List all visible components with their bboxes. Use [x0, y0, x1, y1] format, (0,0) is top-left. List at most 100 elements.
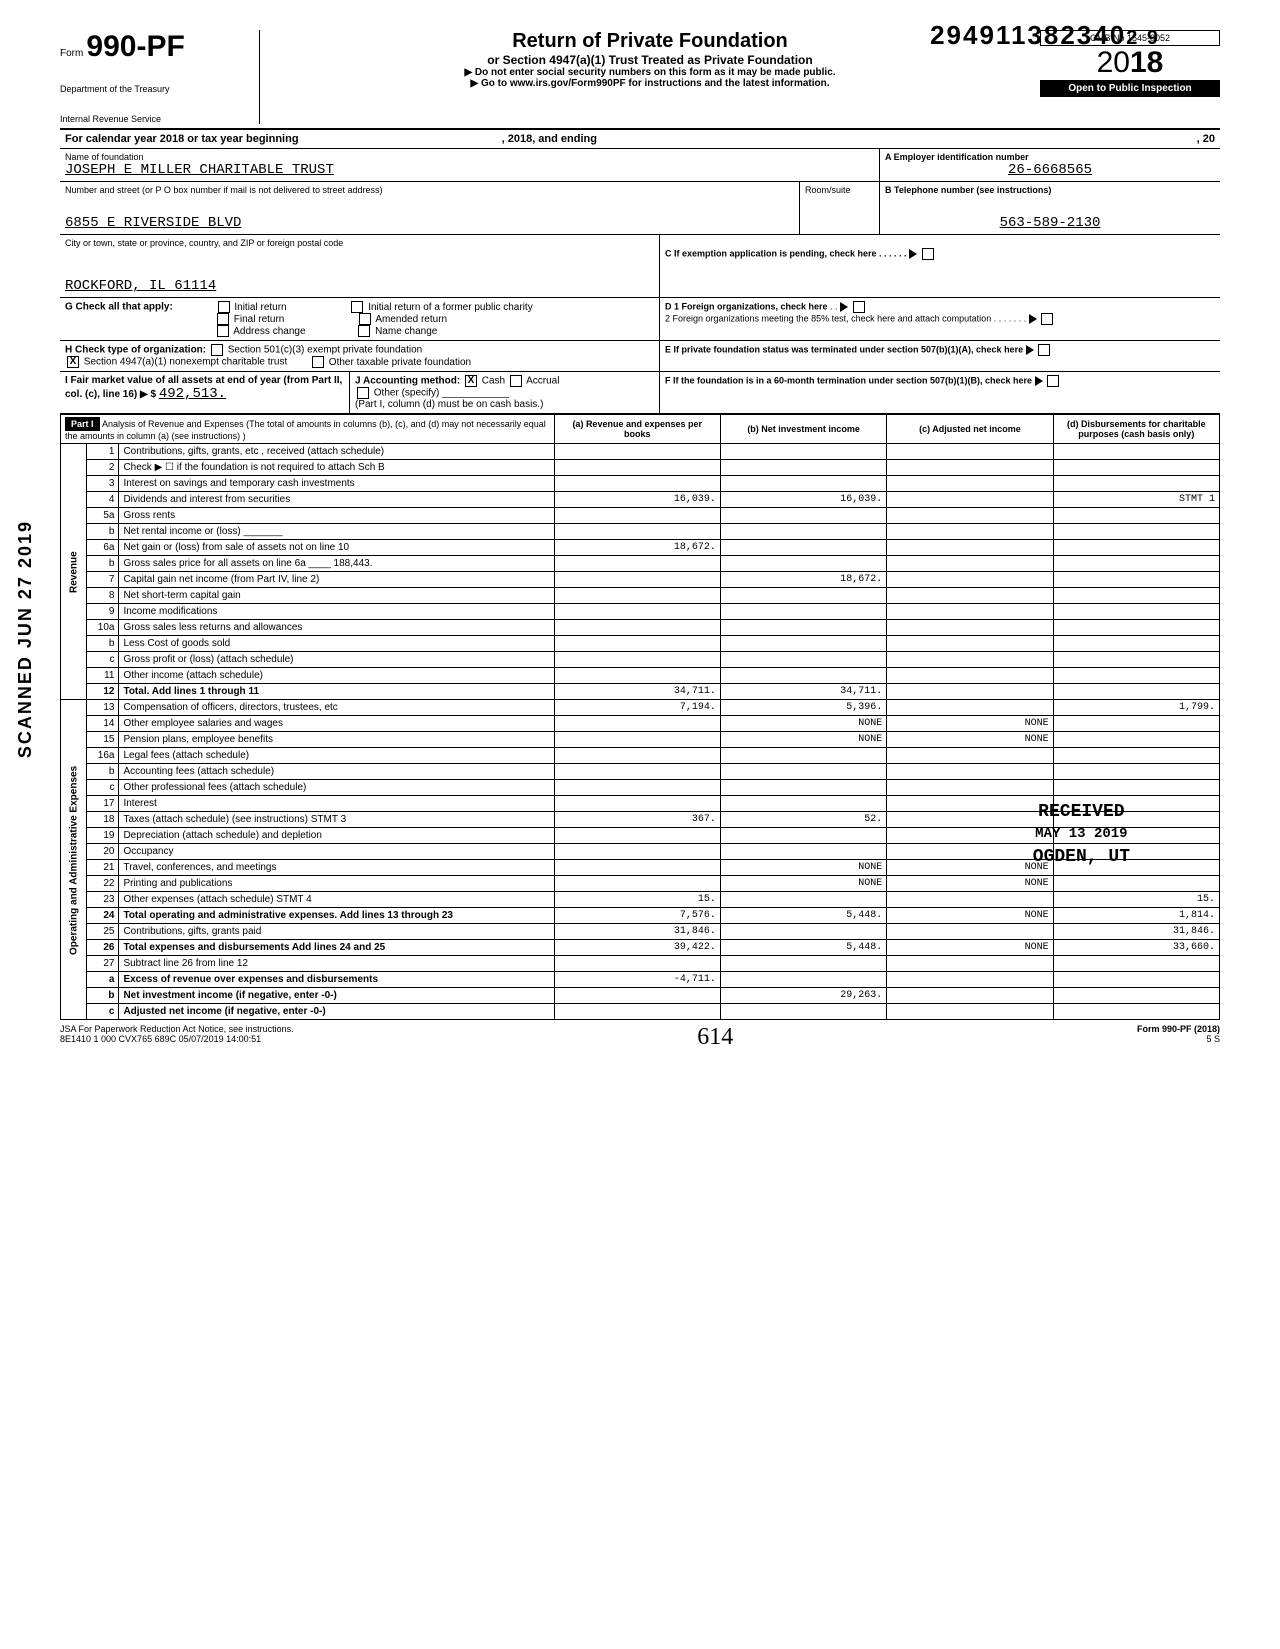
- tax-year: 2018: [1040, 46, 1220, 80]
- col-b-header: (b) Net investment income: [720, 415, 886, 444]
- e-label: E If private foundation status was termi…: [665, 344, 1023, 354]
- table-row: bNet rental income or (loss) _______: [61, 524, 1220, 540]
- table-row: Revenue1Contributions, gifts, grants, et…: [61, 444, 1220, 460]
- footer-code: 8E1410 1 000 CVX765 689C 05/07/2019 14:0…: [60, 1034, 294, 1044]
- street-address: 6855 E RIVERSIDE BLVD: [65, 215, 794, 231]
- table-row: cAdjusted net income (if negative, enter…: [61, 1004, 1220, 1020]
- e-checkbox[interactable]: [1038, 344, 1050, 356]
- city-label: City or town, state or province, country…: [65, 238, 654, 248]
- table-row: 12Total. Add lines 1 through 1134,711.34…: [61, 684, 1220, 700]
- d2-label: 2 Foreign organizations meeting the 85% …: [665, 313, 991, 323]
- j-cash[interactable]: X: [465, 375, 477, 387]
- scanned-stamp: SCANNED JUN 27 2019: [15, 520, 36, 758]
- ein-label: A Employer identification number: [885, 152, 1215, 162]
- received-stamp: RECEIVED MAY 13 2019 OGDEN, UT: [1033, 800, 1130, 870]
- dept-treasury: Department of the Treasury: [60, 84, 251, 94]
- table-row: Operating and Administrative Expenses13C…: [61, 700, 1220, 716]
- form-number: 990-PF: [86, 30, 184, 63]
- table-row: 26Total expenses and disbursements Add l…: [61, 940, 1220, 956]
- table-row: 9Income modifications: [61, 604, 1220, 620]
- cal-label: For calendar year 2018 or tax year begin…: [65, 133, 299, 145]
- table-row: 4Dividends and interest from securities1…: [61, 492, 1220, 508]
- form-title: Return of Private Foundation: [270, 30, 1030, 53]
- part1-header: Part I: [65, 417, 100, 431]
- g-initial-return[interactable]: [218, 301, 230, 313]
- revenue-side-label: Revenue: [61, 444, 87, 700]
- table-row: aExcess of revenue over expenses and dis…: [61, 972, 1220, 988]
- col-a-header: (a) Revenue and expenses per books: [554, 415, 720, 444]
- calendar-year-row: For calendar year 2018 or tax year begin…: [60, 130, 1220, 149]
- part1-table: Part I Analysis of Revenue and Expenses …: [60, 414, 1220, 1020]
- handwritten-number: 614: [697, 1024, 733, 1051]
- j-accrual[interactable]: [510, 375, 522, 387]
- table-row: bAccounting fees (attach schedule): [61, 764, 1220, 780]
- table-row: cOther professional fees (attach schedul…: [61, 780, 1220, 796]
- phone-label: B Telephone number (see instructions): [885, 185, 1215, 195]
- c-checkbox[interactable]: [922, 248, 934, 260]
- dln-number: 2949113823402 9: [930, 20, 1160, 51]
- g-amended[interactable]: [359, 313, 371, 325]
- table-row: 10aGross sales less returns and allowanc…: [61, 620, 1220, 636]
- table-row: 2Check ▶ ☐ if the foundation is not requ…: [61, 460, 1220, 476]
- j-note: (Part I, column (d) must be on cash basi…: [355, 399, 543, 410]
- foundation-name-label: Name of foundation: [65, 152, 874, 162]
- city-value: ROCKFORD, IL 61114: [65, 278, 654, 294]
- room-label: Room/suite: [805, 185, 874, 195]
- d1-label: D 1 Foreign organizations, check here: [665, 301, 828, 311]
- table-row: 5aGross rents: [61, 508, 1220, 524]
- j-other[interactable]: [357, 387, 369, 399]
- table-row: 11Other income (attach schedule): [61, 668, 1220, 684]
- table-row: 14Other employee salaries and wagesNONEN…: [61, 716, 1220, 732]
- f-checkbox[interactable]: [1047, 375, 1059, 387]
- cal-end: , 20: [1197, 133, 1215, 145]
- col-d-header: (d) Disbursements for charitable purpose…: [1053, 415, 1219, 444]
- table-row: 22Printing and publicationsNONENONE: [61, 876, 1220, 892]
- table-row: bLess Cost of goods sold: [61, 636, 1220, 652]
- h-label: H Check type of organization:: [65, 345, 206, 356]
- g-final-return[interactable]: [217, 313, 229, 325]
- table-row: 6aNet gain or (loss) from sale of assets…: [61, 540, 1220, 556]
- table-row: bGross sales price for all assets on lin…: [61, 556, 1220, 572]
- h-other-taxable[interactable]: [312, 356, 324, 368]
- opex-side-label: Operating and Administrative Expenses: [61, 700, 87, 1020]
- public-inspection: Open to Public Inspection: [1040, 80, 1220, 97]
- d1-checkbox[interactable]: [853, 301, 865, 313]
- part1-title: Analysis of Revenue and Expenses (The to…: [65, 419, 546, 441]
- col-c-header: (c) Adjusted net income: [887, 415, 1053, 444]
- table-row: 15Pension plans, employee benefitsNONENO…: [61, 732, 1220, 748]
- table-row: 27Subtract line 26 from line 12: [61, 956, 1220, 972]
- table-row: 3Interest on savings and temporary cash …: [61, 476, 1220, 492]
- footer: JSA For Paperwork Reduction Act Notice, …: [60, 1024, 1220, 1051]
- table-row: cGross profit or (loss) (attach schedule…: [61, 652, 1220, 668]
- dept-irs: Internal Revenue Service: [60, 114, 251, 124]
- g-name-change[interactable]: [358, 325, 370, 337]
- f-label: F If the foundation is in a 60-month ter…: [665, 375, 1032, 385]
- table-row: 23Other expenses (attach schedule) STMT …: [61, 892, 1220, 908]
- form-subtitle: or Section 4947(a)(1) Trust Treated as P…: [270, 53, 1030, 67]
- table-row: 8Net short-term capital gain: [61, 588, 1220, 604]
- table-row: 25Contributions, gifts, grants paid31,84…: [61, 924, 1220, 940]
- table-row: 7Capital gain net income (from Part IV, …: [61, 572, 1220, 588]
- g-address-change[interactable]: [217, 325, 229, 337]
- footer-page: 5 S: [1137, 1034, 1220, 1044]
- d2-checkbox[interactable]: [1041, 313, 1053, 325]
- h-501c3[interactable]: [211, 344, 223, 356]
- h-4947a1[interactable]: X: [67, 356, 79, 368]
- i-fmv-value: 492,513.: [159, 386, 226, 402]
- ein-value: 26-6668565: [885, 162, 1215, 178]
- c-exemption-label: C If exemption application is pending, c…: [665, 248, 877, 258]
- footer-form: Form 990-PF (2018): [1137, 1024, 1220, 1034]
- paperwork-notice: JSA For Paperwork Reduction Act Notice, …: [60, 1024, 294, 1034]
- phone-value: 563-589-2130: [885, 215, 1215, 231]
- cal-mid: , 2018, and ending: [502, 133, 597, 145]
- table-row: bNet investment income (if negative, ent…: [61, 988, 1220, 1004]
- table-row: 24Total operating and administrative exp…: [61, 908, 1220, 924]
- g-label: G Check all that apply:: [65, 302, 173, 313]
- form-prefix: Form: [60, 48, 83, 59]
- foundation-name: JOSEPH E MILLER CHARITABLE TRUST: [65, 162, 874, 178]
- g-initial-former[interactable]: [351, 301, 363, 313]
- goto-url: ▶ Go to www.irs.gov/Form990PF for instru…: [270, 78, 1030, 89]
- address-label: Number and street (or P O box number if …: [65, 185, 794, 195]
- j-label: J Accounting method:: [355, 376, 460, 387]
- ssn-warning: ▶ Do not enter social security numbers o…: [270, 67, 1030, 78]
